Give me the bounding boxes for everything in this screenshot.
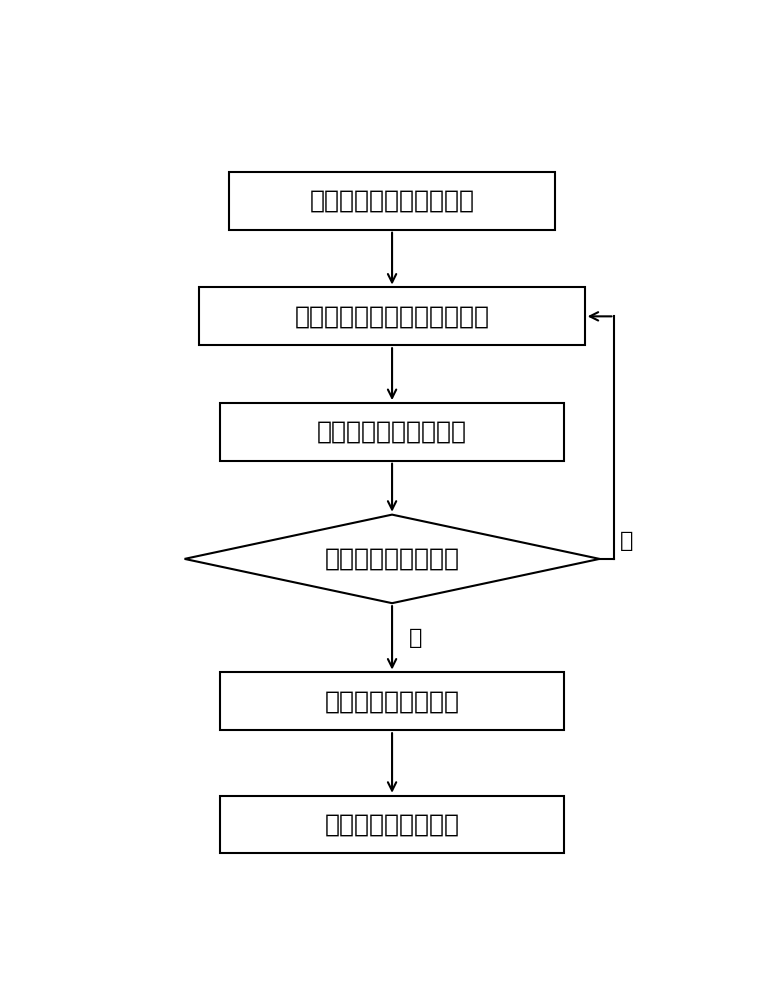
Text: 进入双燃料模式切换开始: 进入双燃料模式切换开始 — [310, 189, 474, 213]
Polygon shape — [184, 515, 600, 603]
Text: 否: 否 — [620, 531, 633, 551]
Text: 是否达到最小柴油量: 是否达到最小柴油量 — [324, 547, 460, 571]
FancyBboxPatch shape — [220, 403, 564, 461]
Text: 是: 是 — [409, 628, 422, 648]
FancyBboxPatch shape — [220, 796, 564, 853]
FancyBboxPatch shape — [220, 672, 564, 730]
FancyBboxPatch shape — [229, 172, 555, 230]
Text: 柴油的喷射量按比例逐步下降: 柴油的喷射量按比例逐步下降 — [295, 304, 490, 328]
FancyBboxPatch shape — [200, 287, 584, 345]
Text: 调整天然气量稳定转速: 调整天然气量稳定转速 — [317, 420, 467, 444]
Text: 柴油量保持最小不变: 柴油量保持最小不变 — [324, 689, 460, 713]
Text: 油切气模式转换完成: 油切气模式转换完成 — [324, 813, 460, 837]
